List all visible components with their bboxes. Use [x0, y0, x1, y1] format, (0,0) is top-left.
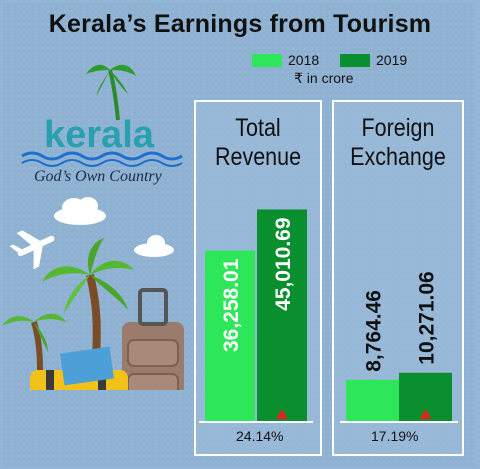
wave-icon: [21, 151, 183, 161]
luggage-icon: [30, 288, 184, 390]
unit-label: ₹ in crore: [294, 70, 354, 86]
value-label-foreign-exchange-2019: 10,271.06: [416, 271, 439, 364]
airplane-icon: [9, 230, 55, 270]
bar-total-revenue-2019: [257, 209, 307, 421]
growth-label-total-revenue: 24.14%: [236, 428, 284, 444]
growth-label-foreign-exchange: 17.19%: [371, 428, 419, 444]
kerala-illustration: [2, 64, 184, 390]
legend-swatch-2019: [340, 53, 370, 67]
panel-title-foreign-exchange: Foreign Exchange: [350, 114, 446, 171]
legend-item-2019: 2019: [340, 52, 407, 68]
legend-label-2019: 2019: [376, 52, 408, 68]
growth-up-icon-total-revenue: [276, 409, 288, 419]
value-label-foreign-exchange-2018: 8,764.46: [363, 290, 386, 372]
legend-label-2018: 2018: [288, 52, 320, 68]
value-label-total-revenue-2018: 36,258.01: [220, 258, 243, 352]
cloud-icon: [54, 197, 174, 257]
panel-title-total-revenue: Total Revenue: [214, 114, 302, 171]
bar-foreign-exchange-2018: [346, 379, 399, 421]
kerala-wordmark: kerala: [44, 114, 154, 156]
kerala-tagline: God’s Own Country: [34, 168, 162, 185]
value-label-total-revenue-2019: 45,010.69: [272, 217, 295, 310]
legend-swatch-2018: [252, 53, 282, 67]
chart-title: Kerala’s Earnings from Tourism: [48, 10, 432, 38]
palm-logo-icon: [86, 64, 136, 121]
growth-up-icon-foreign-exchange: [419, 409, 432, 419]
bar-total-revenue-2018: [205, 250, 255, 421]
legend-item-2018: 2018: [252, 52, 319, 68]
